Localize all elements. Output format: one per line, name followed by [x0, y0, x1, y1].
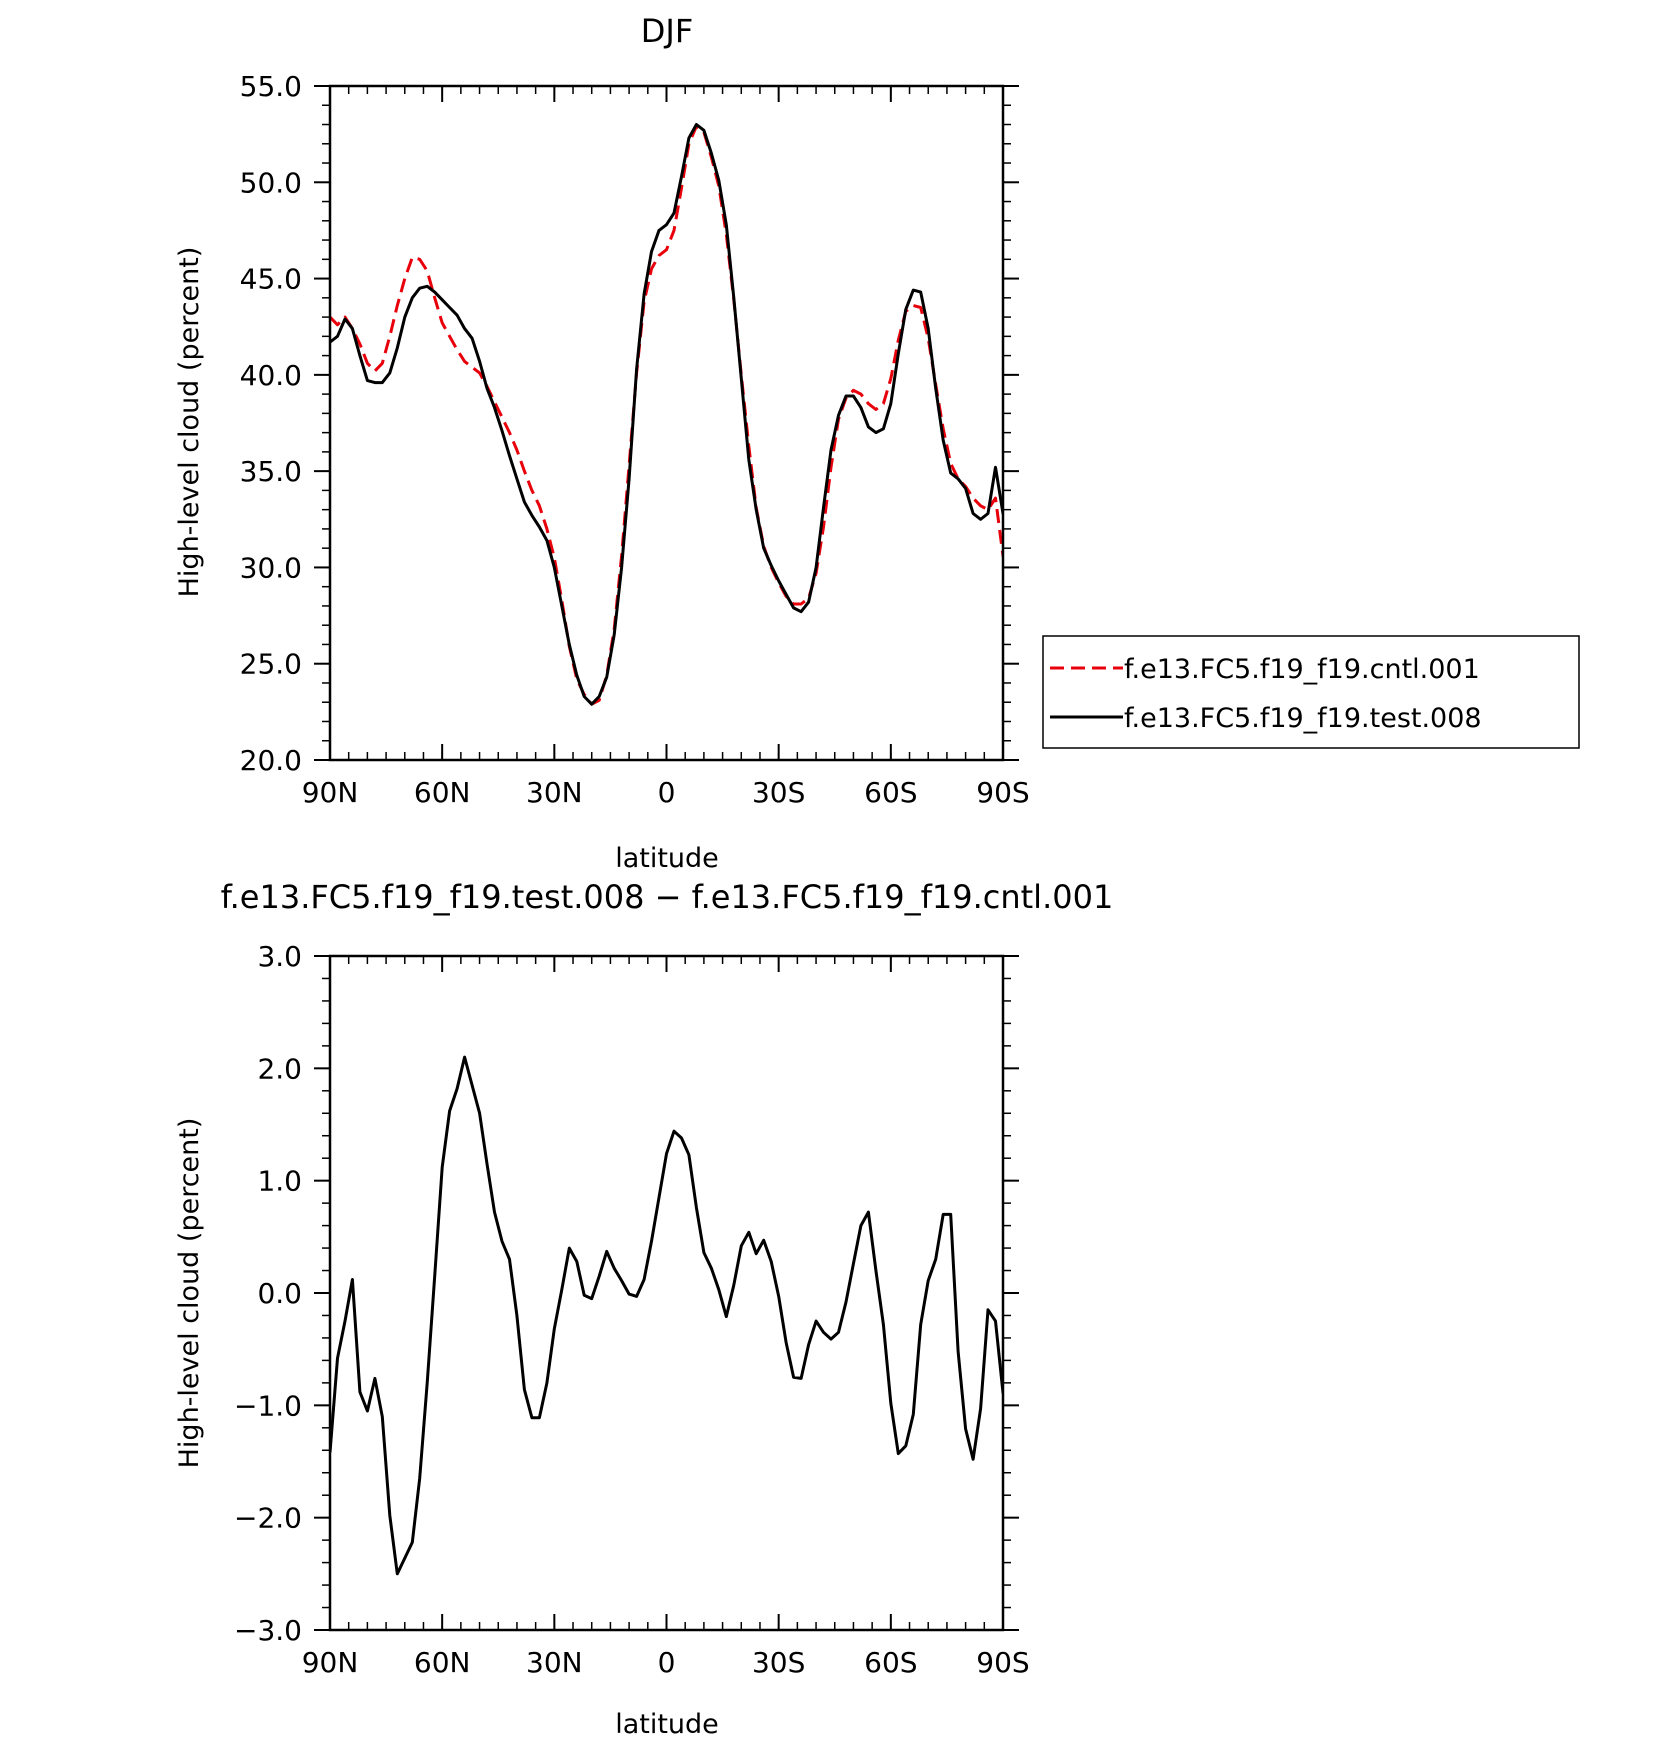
- y-axis-label-bottom: High-level cloud (percent): [174, 1118, 205, 1469]
- plot-frame-top: [328, 84, 1005, 762]
- legend: f.e13.FC5.f19_f19.cntl.001 f.e13.FC5.f19…: [1042, 635, 1580, 749]
- legend-label-test: f.e13.FC5.f19_f19.test.008: [1124, 703, 1482, 734]
- y-tick-label-top: 55.0: [240, 70, 302, 103]
- series-line-top-1: [330, 123, 1003, 706]
- y-tick-label-bottom: 1.0: [257, 1165, 302, 1198]
- x-tick-label-top: 0: [658, 776, 676, 809]
- y-tick-label-bottom: −2.0: [234, 1502, 302, 1535]
- x-tick-label-top: 60S: [864, 776, 917, 809]
- y-tick-label-top: 35.0: [240, 455, 302, 488]
- y-tick-label-bottom: 0.0: [257, 1277, 302, 1310]
- x-tick-label-bottom: 30N: [526, 1646, 583, 1679]
- x-tick-label-bottom: 60N: [414, 1646, 471, 1679]
- legend-label-cntl: f.e13.FC5.f19_f19.cntl.001: [1124, 654, 1480, 685]
- series-line-top-0: [330, 124, 1003, 706]
- series-bottom: [330, 1055, 1003, 1576]
- plot-frame-bottom: [328, 954, 1005, 1632]
- x-tick-label-bottom: 90N: [302, 1646, 359, 1679]
- cloud-chart-top: DJF High-level cloud (percent) latitude …: [174, 12, 1580, 874]
- x-tick-label-bottom: 90S: [976, 1646, 1029, 1679]
- y-axis-label-wrap-bottom: High-level cloud (percent): [174, 1118, 205, 1469]
- x-tick-label-bottom: 60S: [864, 1646, 917, 1679]
- y-tick-label-bottom: −1.0: [234, 1389, 302, 1422]
- x-tick-label-bottom: 30S: [752, 1646, 805, 1679]
- x-tick-label-top: 30S: [752, 776, 805, 809]
- y-tick-label-top: 25.0: [240, 648, 302, 681]
- y-axis-label-wrap-top: High-level cloud (percent): [174, 247, 205, 598]
- y-tick-label-top: 30.0: [240, 551, 302, 584]
- chart-title-bottom: f.e13.FC5.f19_f19.test.008 − f.e13.FC5.f…: [221, 878, 1114, 916]
- x-axis-label-top: latitude: [615, 843, 719, 874]
- y-tick-label-bottom: −3.0: [234, 1614, 302, 1647]
- ticks-top: 90N 60N 30N 0 30S 60S 90S 20.0 25.0 30.0 35.0 40.0 4…: [240, 70, 1030, 809]
- y-tick-label-top: 40.0: [240, 359, 302, 392]
- x-tick-label-top: 90N: [302, 776, 359, 809]
- ticks-bottom: 90N 60N 30N 0 30S 60S 90S −3.0 −2.0 −1.0 0.0 1.0 2.0…: [234, 940, 1030, 1679]
- chart-title-top: DJF: [641, 12, 693, 50]
- y-tick-label-top: 20.0: [240, 744, 302, 777]
- series-top: [330, 123, 1003, 706]
- x-tick-label-top: 30N: [526, 776, 583, 809]
- x-tick-label-bottom: 0: [658, 1646, 676, 1679]
- y-tick-label-top: 45.0: [240, 263, 302, 296]
- series-line-bottom-0: [330, 1055, 1003, 1576]
- x-tick-label-top: 60N: [414, 776, 471, 809]
- cloud-difference-chart: f.e13.FC5.f19_f19.test.008 − f.e13.FC5.f…: [174, 878, 1113, 1740]
- x-axis-label-bottom: latitude: [615, 1709, 719, 1740]
- y-tick-label-bottom: 3.0: [257, 940, 302, 973]
- y-tick-label-bottom: 2.0: [257, 1052, 302, 1085]
- legend-box: [1042, 635, 1580, 749]
- y-tick-label-top: 50.0: [240, 166, 302, 199]
- y-axis-label-top: High-level cloud (percent): [174, 247, 205, 598]
- x-tick-label-top: 90S: [976, 776, 1029, 809]
